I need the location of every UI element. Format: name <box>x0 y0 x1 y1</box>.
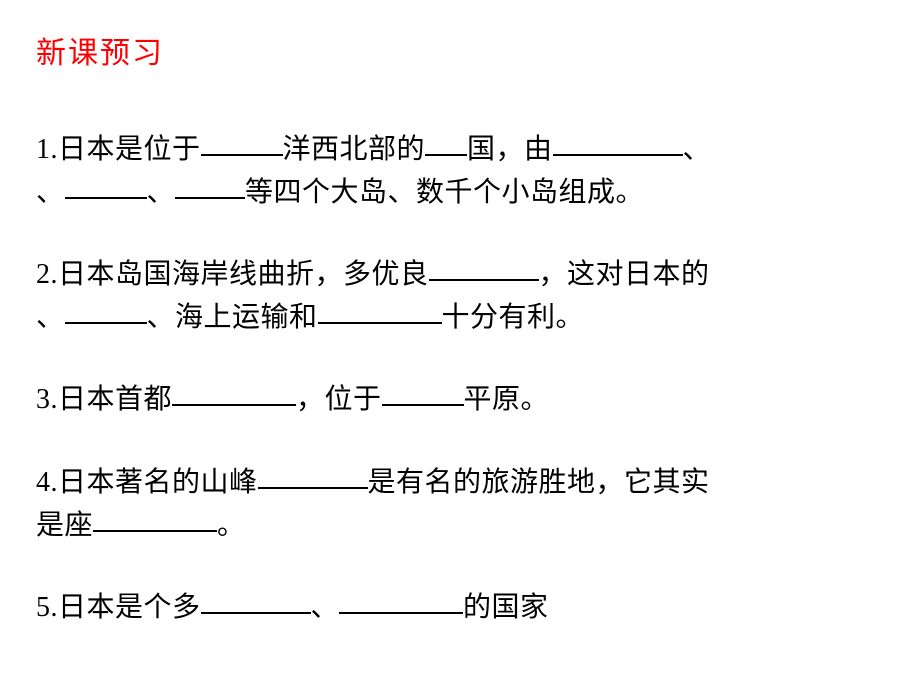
question-text: 是有名的旅游胜地，它其实 <box>368 467 710 498</box>
question-text: 等四个大岛、数千个小岛组成。 <box>245 177 644 208</box>
question-text: 、 <box>147 177 176 208</box>
question-text: 3.日本首都 <box>36 384 172 415</box>
worksheet-page: 新课预习 1.日本是位于洋西北部的国，由、、、等四个大岛、数千个小岛组成。2.日… <box>0 0 920 629</box>
question-text: 、海上运输和 <box>147 302 318 333</box>
fill-blank[interactable] <box>553 126 683 156</box>
question-text: 4.日本著名的山峰 <box>36 467 258 498</box>
fill-blank[interactable] <box>318 294 442 324</box>
fill-blank[interactable] <box>201 584 311 614</box>
question-5: 5.日本是个多 、 的国家 <box>36 586 884 629</box>
question-text: 洋西北部的 <box>283 134 426 165</box>
page-title: 新课预习 <box>36 28 884 72</box>
question-text: 国，由 <box>467 134 553 165</box>
question-text: 是座 <box>36 510 93 541</box>
question-text: 1.日本是位于 <box>36 134 201 165</box>
questions-container: 1.日本是位于洋西北部的国，由、、、等四个大岛、数千个小岛组成。2.日本岛国海岸… <box>36 128 884 629</box>
fill-blank[interactable] <box>382 376 464 406</box>
question-text: 十分有利。 <box>442 302 585 333</box>
fill-blank[interactable] <box>65 294 147 324</box>
question-text: 平原。 <box>464 384 550 415</box>
question-text: 的国家 <box>463 592 549 623</box>
fill-blank[interactable] <box>201 126 283 156</box>
question-text: 、 <box>311 592 340 623</box>
question-text: ，这对日本的 <box>539 259 710 290</box>
question-1: 1.日本是位于洋西北部的国，由、、、等四个大岛、数千个小岛组成。 <box>36 128 884 213</box>
question-3: 3.日本首都 ，位于 平原。 <box>36 378 884 421</box>
question-text: 2.日本岛国海岸线曲折，多优良 <box>36 259 429 290</box>
fill-blank[interactable] <box>93 502 217 532</box>
fill-blank[interactable] <box>429 251 539 281</box>
fill-blank[interactable] <box>175 169 245 199</box>
question-text: 、 <box>36 302 65 333</box>
question-text: 5.日本是个多 <box>36 592 201 623</box>
question-2: 2.日本岛国海岸线曲折，多优良 ，这对日本的、 、海上运输和 十分有利。 <box>36 253 884 338</box>
fill-blank[interactable] <box>65 169 147 199</box>
fill-blank[interactable] <box>258 459 368 489</box>
question-text: ，位于 <box>296 384 382 415</box>
question-4: 4.日本著名的山峰 是有名的旅游胜地，它其实是座 。 <box>36 461 884 546</box>
question-text: 、 <box>683 134 712 165</box>
question-text: 、 <box>36 177 65 208</box>
fill-blank[interactable] <box>425 126 467 156</box>
fill-blank[interactable] <box>172 376 296 406</box>
fill-blank[interactable] <box>339 584 463 614</box>
question-text: 。 <box>217 510 246 541</box>
